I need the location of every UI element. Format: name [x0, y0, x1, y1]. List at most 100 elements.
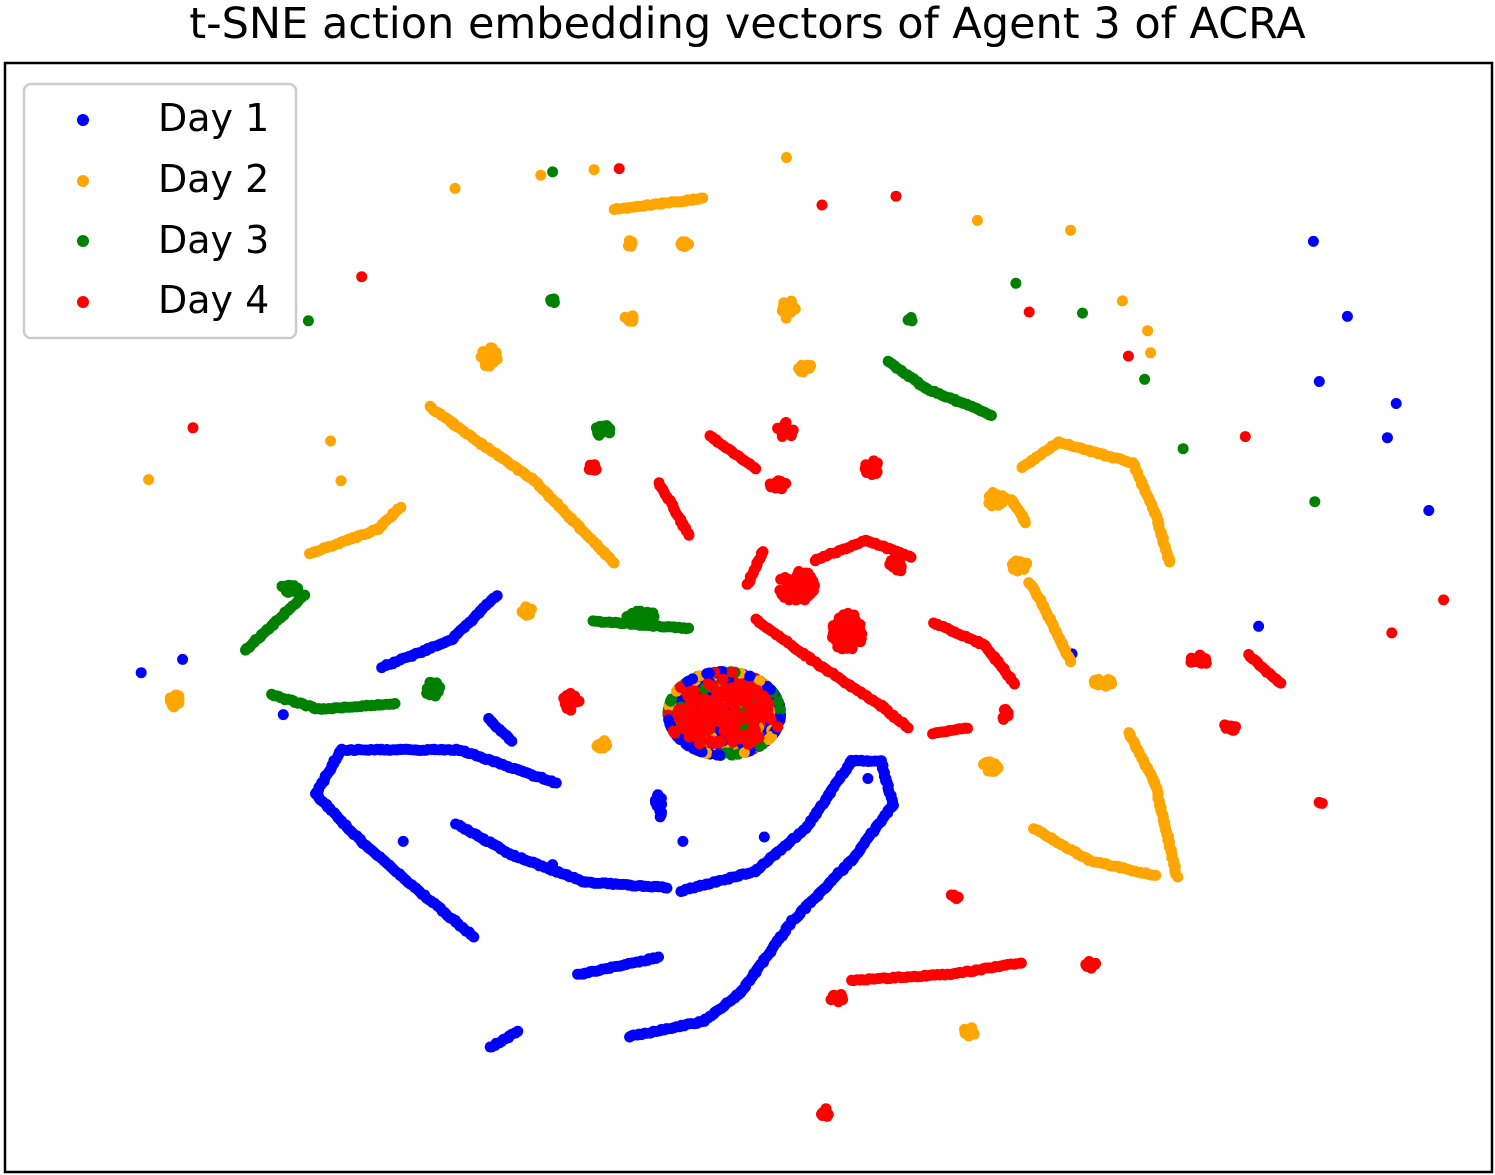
point-series-4 [1023, 306, 1035, 318]
legend-label-day-2: Day 2 [158, 157, 269, 201]
point-series-4 [587, 461, 599, 473]
point-series-5 [772, 696, 784, 708]
point-series-4 [805, 588, 817, 599]
point-series-5 [686, 721, 698, 733]
point-series-5 [665, 695, 677, 707]
point-series-3 [421, 683, 433, 694]
point-series-5 [715, 736, 727, 747]
point-series-1 [862, 773, 874, 784]
point-series-3 [280, 585, 292, 597]
point-series-3 [302, 315, 314, 327]
point-series-2 [1065, 656, 1077, 668]
point-series-2 [983, 761, 995, 773]
point-series-4 [871, 466, 883, 478]
point-series-2 [478, 348, 490, 360]
point-series-2 [983, 490, 995, 502]
legend-label-day-3: Day 3 [158, 218, 269, 262]
point-series-2 [626, 311, 638, 322]
legend-box [22, 82, 298, 340]
point-series-4 [782, 579, 794, 591]
point-series-5 [753, 703, 765, 715]
point-series-2 [525, 603, 537, 615]
point-series-5 [675, 708, 687, 719]
point-series-4 [802, 567, 814, 579]
point-series-5 [683, 700, 695, 712]
point-series-4 [741, 578, 753, 590]
point-series-3 [603, 426, 615, 438]
point-series-3 [683, 622, 695, 634]
point-series-5 [754, 740, 766, 752]
point-series-1 [1381, 432, 1393, 444]
point-series-3 [1177, 443, 1189, 455]
legend: Day 1 Day 2 Day 3 Day 4 [22, 82, 298, 340]
point-series-5 [703, 667, 715, 679]
point-series-5 [719, 720, 731, 732]
point-series-5 [762, 734, 774, 745]
point-series-3 [389, 698, 401, 709]
point-series-1 [491, 590, 503, 602]
point-series-2 [1142, 325, 1154, 337]
point-series-5 [727, 666, 738, 678]
point-series-4 [836, 991, 848, 1003]
point-series-4 [852, 631, 864, 643]
point-series-5 [727, 735, 739, 747]
point-series-2 [798, 364, 810, 376]
point-series-2 [1065, 224, 1077, 236]
point-series-4 [1438, 594, 1450, 606]
point-series-4 [1239, 431, 1251, 443]
legend-item-day-2: Day 2 [77, 157, 269, 201]
point-series-4 [817, 1110, 828, 1121]
point-series-5 [742, 738, 754, 750]
point-series-2 [1116, 295, 1128, 307]
point-series-4 [870, 457, 882, 469]
legend-marker-day-4 [77, 296, 89, 308]
point-series-1 [1341, 310, 1353, 322]
point-series-2 [786, 296, 797, 308]
point-series-1 [506, 735, 518, 747]
point-series-2 [1011, 557, 1023, 569]
point-series-4 [807, 577, 819, 589]
point-series-5 [711, 749, 723, 761]
point-series-4 [905, 551, 917, 563]
point-series-4 [891, 557, 903, 569]
point-series-4 [1122, 350, 1134, 362]
legend-item-day-3: Day 3 [77, 218, 269, 262]
point-series-5 [717, 673, 729, 685]
point-series-5 [696, 711, 708, 723]
point-series-5 [727, 698, 739, 710]
legend-marker-day-2 [77, 175, 89, 187]
point-series-1 [512, 1025, 524, 1037]
point-series-2 [683, 238, 694, 250]
point-series-1 [1390, 398, 1402, 409]
point-series-4 [837, 615, 849, 627]
point-series-4 [1200, 656, 1212, 668]
point-series-4 [902, 722, 914, 734]
point-series-2 [488, 350, 500, 362]
point-series-3 [1139, 373, 1151, 385]
legend-marker-day-3 [77, 235, 89, 247]
point-series-1 [661, 882, 673, 894]
point-series-4 [775, 482, 787, 493]
point-series-4 [793, 573, 805, 585]
point-series-5 [693, 735, 705, 747]
point-series-4 [187, 422, 199, 434]
point-series-3 [905, 312, 917, 323]
chart-title: t-SNE action embedding vectors of Agent … [189, 0, 1306, 49]
point-series-4 [683, 529, 695, 541]
point-series-2 [449, 182, 461, 194]
point-series-5 [702, 678, 714, 690]
point-series-5 [682, 676, 694, 687]
point-series-2 [992, 762, 1004, 774]
point-series-2 [1105, 675, 1117, 687]
point-series-5 [753, 694, 765, 706]
point-series-3 [1010, 277, 1022, 289]
point-series-4 [842, 607, 854, 619]
point-series-4 [1015, 957, 1027, 969]
point-series-5 [736, 678, 748, 690]
point-series-1 [653, 951, 664, 963]
point-series-4 [1314, 797, 1326, 809]
point-series-4 [561, 702, 573, 714]
point-series-4 [854, 619, 866, 630]
legend-label-day-1: Day 1 [158, 96, 269, 140]
point-series-2 [624, 237, 636, 249]
